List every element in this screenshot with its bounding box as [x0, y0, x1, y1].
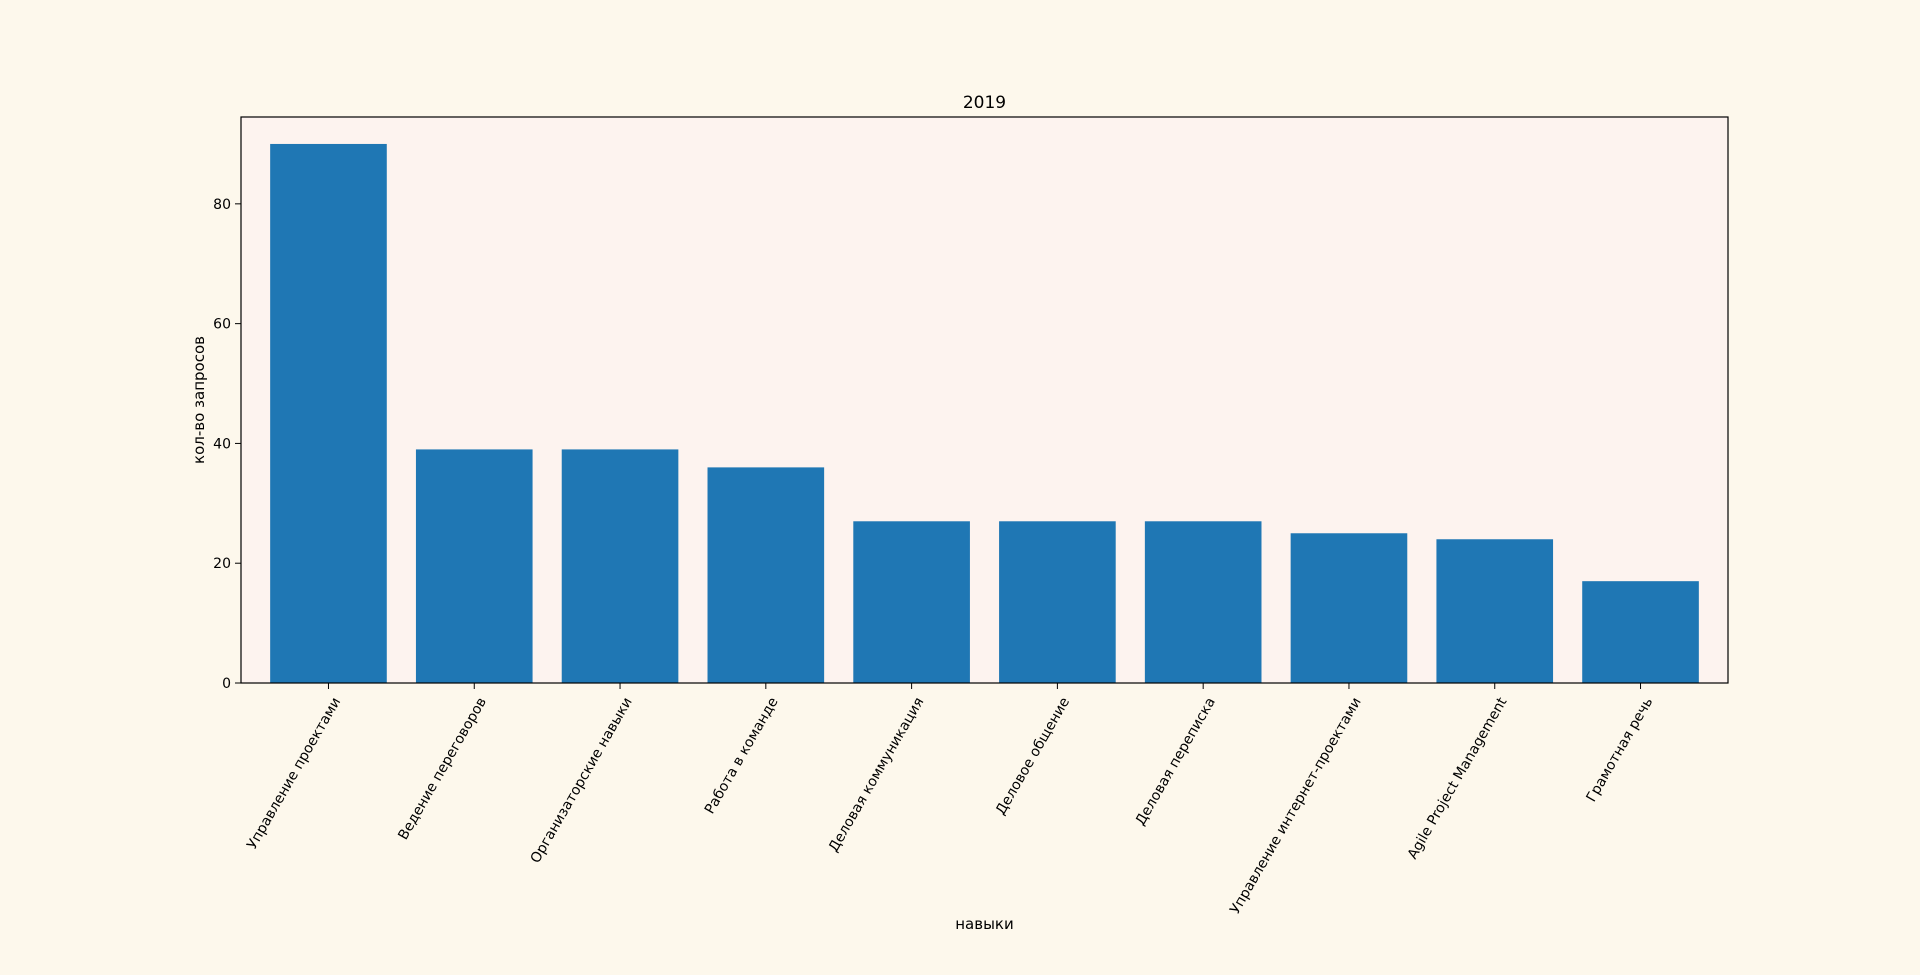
y-tick-label: 20: [213, 556, 231, 572]
bar: [1144, 521, 1262, 683]
y-tick-label: 0: [222, 676, 231, 692]
plot-frame: [240, 116, 1729, 684]
bar: [1290, 533, 1408, 683]
bar: [853, 521, 970, 683]
bar: [1582, 581, 1699, 683]
bar: [561, 449, 679, 683]
x-tick-label: Работа в команде: [702, 695, 782, 817]
x-tick-label: Ведение переговоров: [395, 695, 490, 843]
x-tick-label: Деловая переписка: [1133, 695, 1219, 829]
y-tick-label: 40: [213, 436, 231, 452]
chart-title: 2019: [963, 93, 1006, 113]
bar: [1436, 539, 1554, 683]
x-tick-label: Организаторские навыки: [528, 695, 636, 866]
x-axis-ticks: Управление проектами Ведение переговоров О…: [244, 683, 1656, 917]
y-axis-ticks: 0 20 40 60 80: [213, 197, 241, 692]
x-tick-label: Деловая коммуникация: [826, 695, 928, 855]
bar: [707, 467, 825, 683]
x-tick-label: Управление проектами: [244, 695, 344, 852]
y-axis-label: кол-во запросов: [190, 336, 208, 464]
y-tick-label: 80: [213, 197, 231, 213]
x-tick-label: Деловое общение: [993, 695, 1073, 818]
y-tick-label: 60: [213, 317, 231, 333]
x-tick-label: Agile Project Management: [1405, 694, 1511, 862]
x-tick-label: Грамотная речь: [1583, 695, 1656, 805]
bars-group: [270, 143, 1699, 683]
x-axis-label: навыки: [955, 915, 1014, 933]
x-tick-label: Управление интернет-проектами: [1227, 695, 1364, 917]
bar: [270, 143, 387, 683]
bar: [999, 521, 1116, 683]
bar: [415, 449, 533, 683]
